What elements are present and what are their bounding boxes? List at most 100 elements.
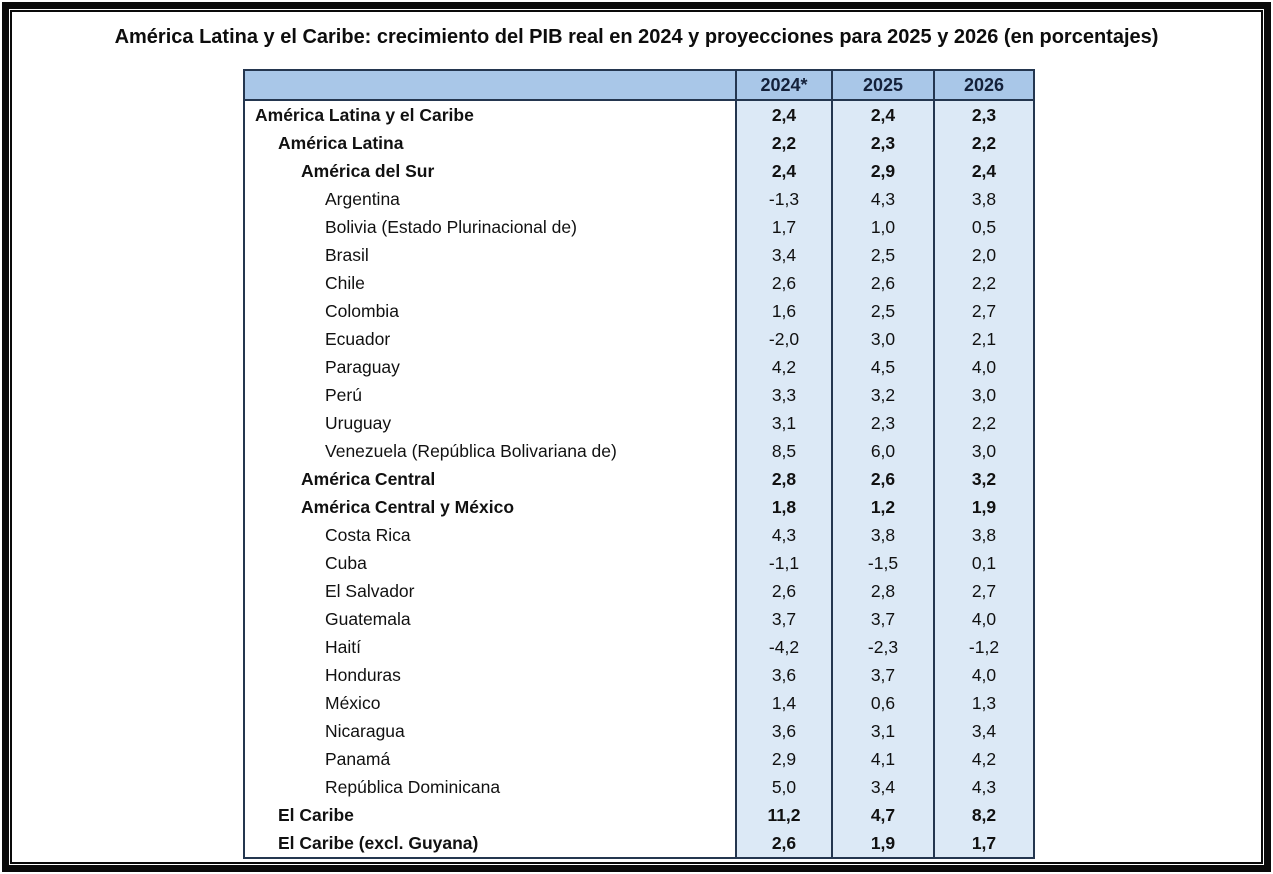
row-label: Chile [243, 269, 737, 297]
value-cell-2025: -2,3 [831, 633, 935, 661]
value-cell-2025: 4,1 [831, 745, 935, 773]
row-label: Honduras [243, 661, 737, 689]
value-cell-2024: 2,6 [735, 577, 833, 605]
value-cell-2026: 1,9 [933, 493, 1035, 521]
value-cell-2024: 3,7 [735, 605, 833, 633]
row-label: Argentina [243, 185, 737, 213]
header-empty-cell [243, 69, 737, 101]
value-cell-2025: 2,3 [831, 409, 935, 437]
value-cell-2024: 5,0 [735, 773, 833, 801]
value-cell-2026: 4,3 [933, 773, 1035, 801]
table-row: Bolivia (Estado Plurinacional de) 1,7 1,0 0… [243, 213, 1035, 241]
table-row: Haití -4,2 -2,3 -1,2 [243, 633, 1035, 661]
value-cell-2024: 2,4 [735, 157, 833, 185]
row-label: Paraguay [243, 353, 737, 381]
header-col-2025: 2025 [831, 69, 935, 101]
value-cell-2025: 3,7 [831, 661, 935, 689]
table-row: Colombia 1,6 2,5 2,7 [243, 297, 1035, 325]
table-row: América Central 2,8 2,6 3,2 [243, 465, 1035, 493]
row-label: Cuba [243, 549, 737, 577]
value-cell-2026: 4,0 [933, 661, 1035, 689]
value-cell-2025: 4,5 [831, 353, 935, 381]
table-row: América Latina 2,2 2,3 2,2 [243, 129, 1035, 157]
row-label: República Dominicana [243, 773, 737, 801]
value-cell-2026: 1,7 [933, 829, 1035, 858]
value-cell-2026: 0,5 [933, 213, 1035, 241]
value-cell-2025: 3,0 [831, 325, 935, 353]
page-frame-inner: América Latina y el Caribe: crecimiento … [10, 10, 1263, 864]
value-cell-2026: 2,0 [933, 241, 1035, 269]
row-label: Guatemala [243, 605, 737, 633]
row-label: El Caribe (excl. Guyana) [243, 829, 737, 858]
value-cell-2026: 3,0 [933, 437, 1035, 465]
value-cell-2024: 3,6 [735, 717, 833, 745]
row-label: Uruguay [243, 409, 737, 437]
table-row: Uruguay 3,1 2,3 2,2 [243, 409, 1035, 437]
row-label: América Central y México [243, 493, 737, 521]
table-row: América del Sur 2,4 2,9 2,4 [243, 157, 1035, 185]
value-cell-2025: 2,6 [831, 465, 935, 493]
value-cell-2026: 2,3 [933, 100, 1035, 129]
value-cell-2024: 2,4 [735, 100, 833, 129]
value-cell-2026: 2,1 [933, 325, 1035, 353]
row-label: Ecuador [243, 325, 737, 353]
value-cell-2024: 1,4 [735, 689, 833, 717]
table-row: El Salvador 2,6 2,8 2,7 [243, 577, 1035, 605]
table-row: Guatemala 3,7 3,7 4,0 [243, 605, 1035, 633]
value-cell-2026: -1,2 [933, 633, 1035, 661]
value-cell-2025: 2,3 [831, 129, 935, 157]
table-row: América Latina y el Caribe 2,4 2,4 2,3 [243, 100, 1035, 129]
row-label: México [243, 689, 737, 717]
value-cell-2026: 1,3 [933, 689, 1035, 717]
value-cell-2025: 2,5 [831, 297, 935, 325]
value-cell-2024: 2,2 [735, 129, 833, 157]
value-cell-2025: 2,8 [831, 577, 935, 605]
value-cell-2024: -4,2 [735, 633, 833, 661]
value-cell-2025: 2,5 [831, 241, 935, 269]
table-row: Paraguay 4,2 4,5 4,0 [243, 353, 1035, 381]
value-cell-2025: 1,2 [831, 493, 935, 521]
table-row: Chile 2,6 2,6 2,2 [243, 269, 1035, 297]
value-cell-2024: -2,0 [735, 325, 833, 353]
table-row: América Central y México 1,8 1,2 1,9 [243, 493, 1035, 521]
value-cell-2024: 4,2 [735, 353, 833, 381]
row-label: Bolivia (Estado Plurinacional de) [243, 213, 737, 241]
value-cell-2025: 2,6 [831, 269, 935, 297]
header-col-2026: 2026 [933, 69, 1035, 101]
data-table: 2024* 2025 2026 América Latina y el Cari… [243, 69, 1035, 859]
value-cell-2025: -1,5 [831, 549, 935, 577]
table-row: República Dominicana 5,0 3,4 4,3 [243, 773, 1035, 801]
value-cell-2025: 2,4 [831, 100, 935, 129]
value-cell-2024: 4,3 [735, 521, 833, 549]
table-row: México 1,4 0,6 1,3 [243, 689, 1035, 717]
value-cell-2025: 3,8 [831, 521, 935, 549]
table-row: Ecuador -2,0 3,0 2,1 [243, 325, 1035, 353]
row-label: El Caribe [243, 801, 737, 829]
value-cell-2024: 11,2 [735, 801, 833, 829]
value-cell-2024: 3,4 [735, 241, 833, 269]
value-cell-2024: 1,8 [735, 493, 833, 521]
row-label: Colombia [243, 297, 737, 325]
value-cell-2024: 3,3 [735, 381, 833, 409]
table-row: Brasil 3,4 2,5 2,0 [243, 241, 1035, 269]
value-cell-2026: 0,1 [933, 549, 1035, 577]
value-cell-2026: 8,2 [933, 801, 1035, 829]
table-row: El Caribe (excl. Guyana) 2,6 1,9 1,7 [243, 829, 1035, 858]
value-cell-2024: -1,1 [735, 549, 833, 577]
value-cell-2025: 4,7 [831, 801, 935, 829]
value-cell-2024: 2,6 [735, 829, 833, 858]
value-cell-2025: 0,6 [831, 689, 935, 717]
value-cell-2025: 2,9 [831, 157, 935, 185]
table-row: Venezuela (República Bolivariana de) 8,5 6… [243, 437, 1035, 465]
table-row: Perú 3,3 3,2 3,0 [243, 381, 1035, 409]
table-row: Honduras 3,6 3,7 4,0 [243, 661, 1035, 689]
table-row: Cuba -1,1 -1,5 0,1 [243, 549, 1035, 577]
value-cell-2025: 3,4 [831, 773, 935, 801]
value-cell-2026: 2,7 [933, 297, 1035, 325]
value-cell-2026: 4,0 [933, 353, 1035, 381]
value-cell-2026: 2,2 [933, 129, 1035, 157]
value-cell-2025: 4,3 [831, 185, 935, 213]
gdp-growth-table: 2024* 2025 2026 América Latina y el Cari… [243, 69, 1035, 859]
row-label: El Salvador [243, 577, 737, 605]
table-row: Argentina -1,3 4,3 3,8 [243, 185, 1035, 213]
